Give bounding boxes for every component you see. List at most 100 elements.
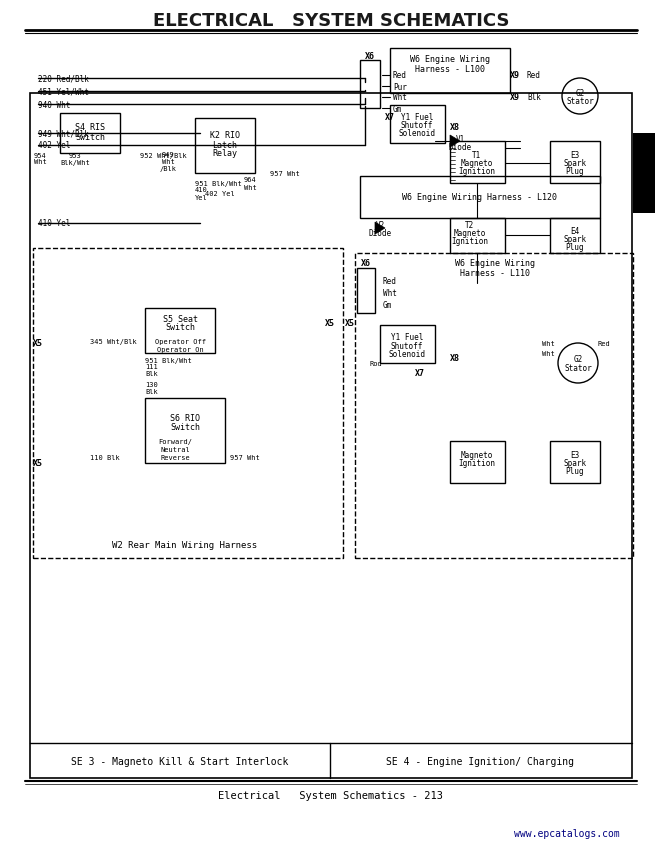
Text: X8: X8 [450, 354, 460, 363]
Text: Red: Red [598, 340, 611, 346]
Text: 949
Wht
/Blk: 949 Wht /Blk [160, 152, 177, 171]
Text: X8: X8 [450, 124, 460, 132]
Text: SE 3 - Magneto Kill & Start Interlock: SE 3 - Magneto Kill & Start Interlock [71, 756, 289, 766]
Text: Spark: Spark [563, 459, 587, 468]
Text: 345 Wht/Blk: 345 Wht/Blk [90, 339, 137, 345]
Text: X5: X5 [325, 319, 335, 328]
Bar [360, 61, 380, 109]
Text: Gm: Gm [393, 104, 402, 113]
Text: Ignition: Ignition [451, 237, 489, 247]
Text: S6 RIO: S6 RIO [170, 414, 200, 423]
Text: X7: X7 [415, 369, 425, 378]
Text: K2 RIO: K2 RIO [210, 131, 240, 141]
Text: Shutoff: Shutoff [401, 120, 433, 130]
Text: Switch: Switch [170, 423, 200, 432]
Bar [360, 177, 600, 218]
Polygon shape [450, 136, 460, 148]
Text: E4: E4 [571, 227, 580, 236]
Text: X9: X9 [510, 72, 520, 80]
Text: Spark: Spark [563, 160, 587, 168]
Text: 451 Yel/Wht: 451 Yel/Wht [38, 87, 89, 96]
Polygon shape [375, 223, 385, 235]
Text: 951 Blk/Wht: 951 Blk/Wht [145, 357, 192, 363]
Text: W6 Engine Wiring: W6 Engine Wiring [455, 259, 535, 268]
Text: Plug: Plug [566, 167, 585, 177]
Text: Wht: Wht [542, 340, 555, 346]
Text: Latch: Latch [213, 141, 238, 149]
Text: Diode: Diode [369, 229, 391, 238]
Text: 949 Wht/Blk: 949 Wht/Blk [38, 130, 89, 138]
Text: X6: X6 [361, 259, 371, 268]
Text: 220 Red/Blk: 220 Red/Blk [38, 74, 89, 84]
Bar [633, 134, 655, 214]
Text: T2: T2 [465, 221, 475, 230]
Text: W2 Rear Main Wiring Harness: W2 Rear Main Wiring Harness [113, 541, 258, 550]
Text: Red: Red [383, 277, 397, 286]
Text: V1: V1 [455, 136, 465, 144]
Text: ELECTRICAL   SYSTEM SCHEMATICS: ELECTRICAL SYSTEM SCHEMATICS [153, 12, 509, 30]
Text: X5: X5 [33, 459, 43, 468]
Text: 957 Wht: 957 Wht [270, 171, 300, 177]
Text: W6 Engine Wiring: W6 Engine Wiring [410, 55, 490, 63]
Bar [550, 218, 600, 253]
Text: 964
Wht: 964 Wht [244, 177, 256, 190]
Text: X5: X5 [345, 319, 355, 328]
Text: Red: Red [393, 72, 407, 80]
Text: Magneto: Magneto [454, 229, 486, 238]
Text: Ignition: Ignition [459, 459, 495, 468]
Text: Plug: Plug [566, 243, 585, 252]
Text: 940 Wht: 940 Wht [38, 101, 70, 109]
Bar [450, 218, 505, 253]
Text: Red: Red [527, 72, 541, 80]
Text: 951 Blk/Wht: 951 Blk/Wht [195, 181, 242, 187]
Bar [380, 326, 435, 363]
Text: Spark: Spark [563, 235, 587, 244]
Bar [550, 442, 600, 484]
Text: X6: X6 [365, 52, 375, 61]
Bar [450, 142, 505, 183]
Text: Harness - L100: Harness - L100 [415, 65, 485, 73]
Bar [355, 253, 633, 559]
Text: Rod: Rod [370, 361, 383, 367]
Text: X7: X7 [385, 113, 395, 121]
Text: Switch: Switch [165, 323, 195, 332]
Text: 110 Blk: 110 Blk [90, 455, 120, 461]
Text: Stator: Stator [566, 97, 594, 107]
Text: Neutral: Neutral [160, 446, 190, 452]
Text: Reverse: Reverse [160, 455, 190, 461]
Text: 402 Yel: 402 Yel [205, 191, 235, 197]
Text: G2: G2 [575, 90, 585, 98]
Text: Operator Off: Operator Off [154, 339, 205, 345]
Text: 957 Wht: 957 Wht [230, 455, 260, 461]
Text: www.epcatalogs.com: www.epcatalogs.com [514, 828, 620, 838]
Text: Solenoid: Solenoid [389, 350, 426, 359]
Bar [145, 309, 215, 354]
Text: 953
Blk/Wht: 953 Blk/Wht [60, 153, 90, 165]
Text: S4 RIS: S4 RIS [75, 124, 105, 132]
Text: Plug: Plug [566, 467, 585, 476]
Text: Switch: Switch [75, 132, 105, 142]
Text: Solenoid: Solenoid [399, 128, 436, 137]
Text: Operator On: Operator On [157, 346, 203, 352]
Text: Harness - L110: Harness - L110 [460, 268, 530, 277]
Text: Gm: Gm [383, 301, 393, 310]
Text: Wht: Wht [542, 351, 555, 357]
Text: 402 Yel: 402 Yel [38, 142, 70, 150]
Text: Forward/: Forward/ [158, 438, 192, 444]
Text: T1: T1 [473, 151, 482, 160]
Bar [390, 49, 510, 94]
Bar [60, 113, 120, 154]
Bar [33, 249, 343, 559]
Bar [195, 119, 255, 174]
Text: Wht: Wht [383, 289, 397, 299]
Text: 410 Yel: 410 Yel [38, 219, 70, 229]
Bar [145, 398, 225, 463]
Text: G2: G2 [573, 355, 583, 364]
Text: E3: E3 [571, 451, 580, 460]
Text: S5 Seat: S5 Seat [162, 314, 197, 323]
Text: 954
Wht: 954 Wht [34, 153, 46, 165]
Text: SE 4 - Engine Ignition/ Charging: SE 4 - Engine Ignition/ Charging [386, 756, 574, 766]
Text: Magneto: Magneto [461, 451, 493, 460]
Text: 130
Blk: 130 Blk [145, 382, 158, 395]
Bar [550, 142, 600, 183]
